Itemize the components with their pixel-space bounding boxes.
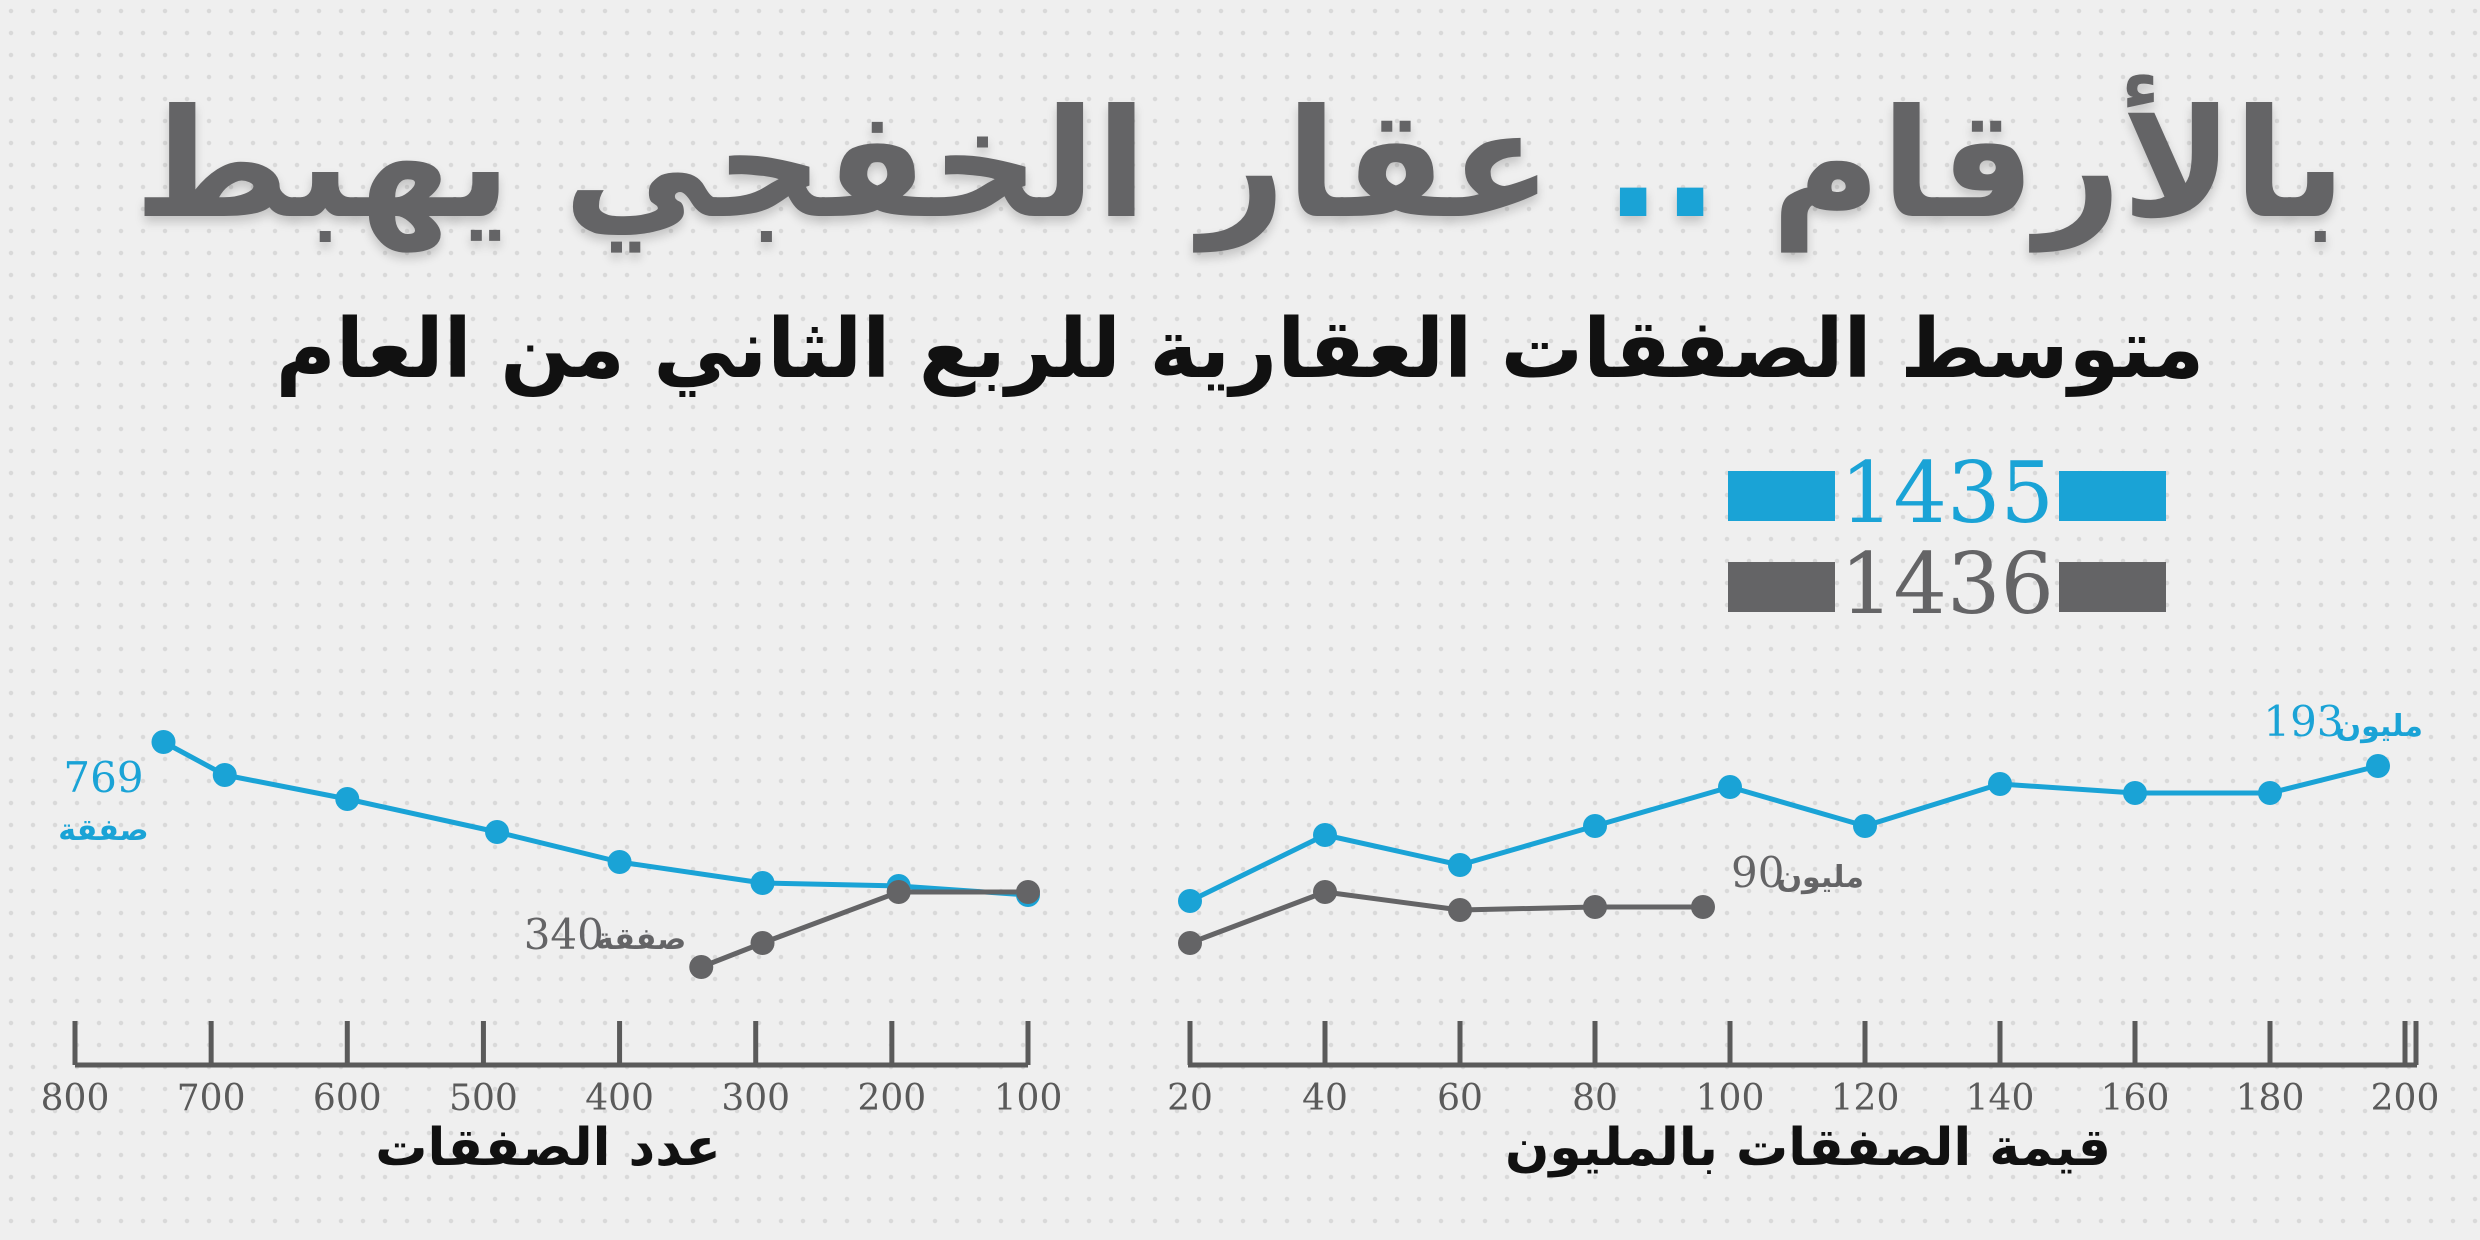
deals-count-chart: 800 700 600 500 400 300 200 100 769صفقةصفقة340 …	[41, 730, 1063, 1178]
legend-item-1435: 1435	[1728, 445, 2166, 541]
legend-label: 1436	[1840, 535, 2054, 633]
infographic-subtitle: متوسط الصفقات العقارية للربع الثاني من ا…	[275, 302, 2205, 397]
x-tick-label: 200	[857, 1078, 926, 1119]
data-point-1435	[750, 871, 775, 895]
x-axis-title: عدد الصفقات	[375, 1118, 721, 1178]
x-tick-label: 500	[449, 1078, 518, 1119]
series-lines	[162, 739, 1029, 970]
callout-value: 340	[524, 910, 604, 959]
data-point-1435	[2123, 781, 2147, 805]
legend-swatch-right	[2059, 471, 2166, 521]
data-point-1435	[2258, 781, 2282, 805]
callout-unit: صفقة	[596, 922, 686, 957]
title-main: بالأرقام	[1770, 78, 2347, 252]
legend-label: 1435	[1840, 444, 2054, 542]
x-tick-label: 180	[2236, 1078, 2305, 1119]
data-point-1436	[1178, 931, 1202, 955]
legend-swatch-left	[1728, 562, 1835, 612]
data-point-1435	[1718, 775, 1742, 799]
x-axis: 800 700 600 500 400 300 200 100	[41, 1021, 1063, 1119]
x-tick-label: 700	[177, 1078, 246, 1119]
callout-value: 769	[63, 753, 143, 802]
legend-swatch-left	[1728, 471, 1835, 521]
data-point-1436	[1448, 898, 1472, 922]
x-tick-label: 80	[1572, 1078, 1618, 1119]
x-tick-label: 100	[994, 1078, 1063, 1119]
series-line-1436	[700, 889, 1028, 970]
x-tick-label: 600	[313, 1078, 382, 1119]
data-point-1436	[689, 955, 714, 979]
series-line-1435	[162, 739, 1029, 898]
data-point-1436	[750, 931, 775, 955]
data-point-1435	[1988, 772, 2012, 796]
legend-swatch-right	[2059, 562, 2166, 612]
series-line-1436	[1189, 889, 1703, 946]
data-point-1435	[485, 820, 510, 844]
deals-value-chart: 20 40 60 80 100 120 140 160 180 200 مليون193مليون…	[1167, 697, 2439, 1178]
x-tick-label: 400	[585, 1078, 654, 1119]
data-point-1436	[1583, 895, 1607, 919]
series-line-1435	[1188, 763, 2379, 904]
x-tick-label: 120	[1831, 1078, 1900, 1119]
x-tick-label: 100	[1696, 1078, 1765, 1119]
data-point-1435	[607, 850, 632, 874]
callout-unit: صفقة	[58, 813, 148, 848]
data-point-1435	[335, 787, 360, 811]
x-tick-label: 800	[41, 1078, 110, 1119]
x-tick-label: 40	[1302, 1078, 1348, 1119]
data-point-1435	[1853, 814, 1877, 838]
callout-unit: مليون	[1776, 860, 1863, 895]
data-point-1435	[212, 763, 237, 787]
data-point-1436	[1313, 880, 1337, 904]
callout-label: صفقة340	[524, 910, 687, 959]
x-tick-label: 60	[1437, 1078, 1483, 1119]
callout-label: مليون90	[1731, 848, 1864, 897]
x-tick-label: 200	[2371, 1078, 2440, 1119]
x-axis-title: قيمة الصفقات بالمليون	[1505, 1118, 2111, 1178]
legend-item-1436: 1436	[1728, 536, 2166, 632]
title-dots: ..	[1604, 78, 1719, 252]
data-point-1435	[1583, 814, 1607, 838]
callout-value: 193	[2263, 697, 2343, 746]
data-point-1435	[1448, 853, 1472, 877]
x-tick-label: 300	[721, 1078, 790, 1119]
data-point-1436	[1016, 880, 1040, 904]
data-point-1436	[1691, 895, 1715, 919]
x-tick-label: 140	[1966, 1078, 2035, 1119]
data-point-1435	[151, 730, 176, 754]
data-point-1435	[2366, 754, 2390, 778]
x-axis: 20 40 60 80 100 120 140 160 180 200	[1167, 1021, 2439, 1119]
x-tick-label: 160	[2101, 1078, 2170, 1119]
title-rest: عقار الخفجي يهبط	[133, 78, 1553, 252]
data-point-1435	[1178, 889, 1202, 913]
x-tick-label: 20	[1167, 1078, 1213, 1119]
callout-label: مليون193	[2263, 697, 2423, 746]
callout-unit: مليون	[2336, 709, 2423, 744]
data-point-1436	[886, 880, 911, 904]
data-point-1435	[1313, 823, 1337, 847]
infographic-title: بالأرقام .. عقار الخفجي يهبط	[0, 80, 2480, 250]
callout-value: 90	[1731, 848, 1784, 897]
series-points	[151, 730, 1040, 979]
series-points	[1178, 754, 2390, 955]
